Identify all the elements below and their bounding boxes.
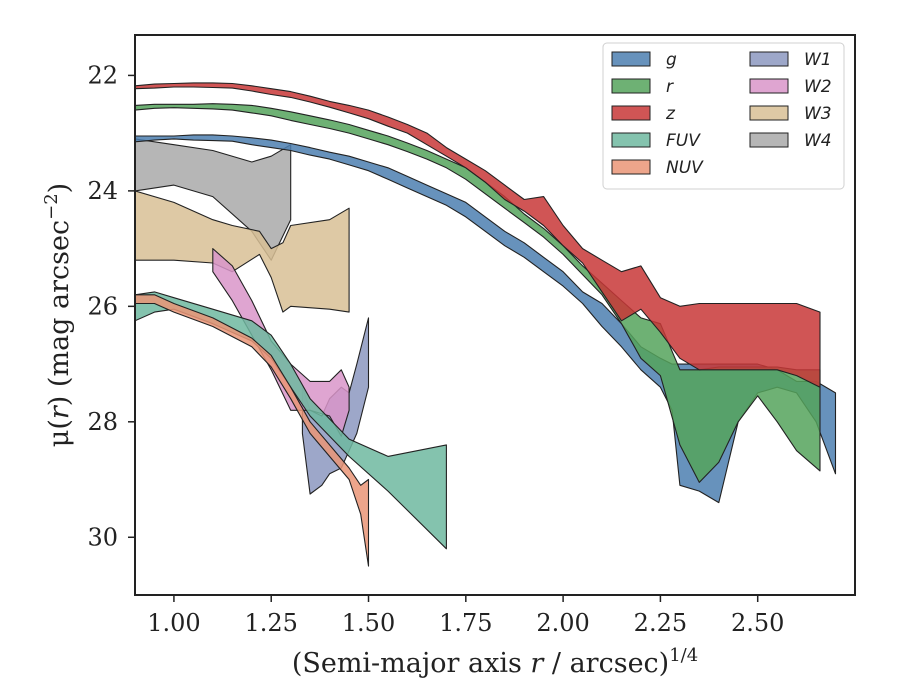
legend-swatch-r xyxy=(611,78,651,94)
legend-label-z: z xyxy=(665,104,676,124)
legend-swatch-z xyxy=(611,105,651,121)
legend-swatch-w4 xyxy=(749,132,789,148)
band-nuv xyxy=(135,294,370,567)
legend-label-nuv: NUV xyxy=(666,158,704,178)
x-tick-label: 2.00 xyxy=(536,609,589,637)
legend: grz FUV NUV W1 W2 W3 W4 xyxy=(602,42,845,190)
y-tick-label: 24 xyxy=(87,177,118,205)
legend-swatch-w3 xyxy=(749,105,789,121)
legend-swatch-w2 xyxy=(749,78,789,94)
legend-label-w1: W1 xyxy=(804,50,832,70)
legend-label-fuv: FUV xyxy=(666,131,701,151)
profile-bands xyxy=(135,82,837,567)
x-tick-label: 1.75 xyxy=(439,609,492,637)
y-tick-label: 30 xyxy=(87,523,118,551)
legend-label-g: g xyxy=(666,50,677,70)
x-axis-label: (Semi-major axis r / arcsec)1/4 xyxy=(292,645,698,679)
x-tick-label: 1.25 xyxy=(244,609,297,637)
legend-label-w2: W2 xyxy=(804,77,832,97)
band-g xyxy=(135,134,837,504)
y-tick-label: 22 xyxy=(87,61,118,89)
y-tick-label: 26 xyxy=(87,292,118,320)
legend-swatch-nuv xyxy=(611,159,651,175)
legend-swatch-fuv xyxy=(611,132,651,148)
x-tick-label: 2.25 xyxy=(634,609,687,637)
legend-label-r: r xyxy=(666,77,674,97)
x-tick-label: 1.50 xyxy=(342,609,395,637)
y-axis-label: μ(r) (mag arcsec−2) xyxy=(41,183,75,447)
y-tick-label: 28 xyxy=(87,408,118,436)
legend-label-w3: W3 xyxy=(804,104,832,124)
x-axis-ticks: 1.00 1.25 1.50 1.75 2.00 2.25 2.50 xyxy=(147,595,784,637)
band-fuv xyxy=(135,291,447,550)
plot-frame xyxy=(134,34,856,596)
band-r xyxy=(135,103,821,483)
legend-swatch-w1 xyxy=(749,51,789,67)
legend-label-w4: W4 xyxy=(804,131,832,151)
y-axis-ticks: 22 24 26 28 30 xyxy=(87,61,135,551)
legend-swatch-g xyxy=(611,51,651,67)
x-tick-label: 1.00 xyxy=(147,609,200,637)
band-z xyxy=(135,82,821,388)
x-tick-label: 2.50 xyxy=(731,609,784,637)
